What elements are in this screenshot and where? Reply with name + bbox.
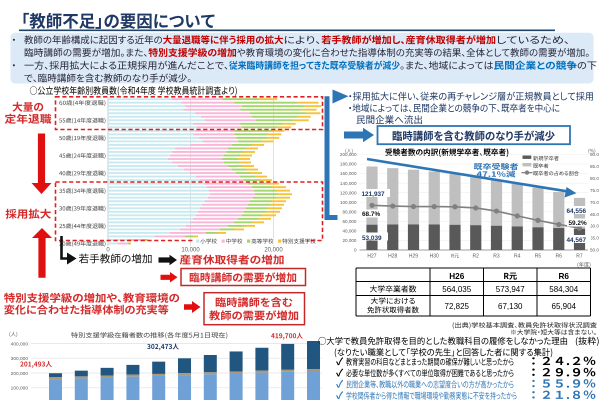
- svg-text:44,567: 44,567: [567, 237, 587, 244]
- svg-text:R5: R5: [535, 254, 542, 260]
- svg-text:584,304: 584,304: [549, 285, 578, 294]
- svg-text:120,000: 120,000: [340, 190, 357, 195]
- svg-text:564,035: 564,035: [442, 285, 471, 294]
- svg-text:60.0: 60.0: [590, 224, 599, 229]
- svg-text:H27: H27: [367, 254, 376, 260]
- svg-text:67,130: 67,130: [498, 302, 523, 311]
- svg-text:H29: H29: [409, 254, 418, 260]
- svg-text:573,947: 573,947: [496, 285, 525, 294]
- svg-text:20,000: 20,000: [264, 248, 283, 254]
- svg-text:200,000: 200,000: [340, 152, 357, 157]
- svg-text:R6: R6: [559, 272, 570, 281]
- svg-text:90.0: 90.0: [590, 152, 599, 157]
- svg-text:0: 0: [106, 248, 110, 254]
- svg-text:80.0: 80.0: [590, 176, 599, 181]
- svg-text:60,000: 60,000: [342, 219, 356, 224]
- svg-text:180,000: 180,000: [340, 162, 357, 167]
- svg-text:40,000: 40,000: [342, 229, 356, 234]
- svg-text:85.0: 85.0: [590, 164, 599, 169]
- svg-text:72,825: 72,825: [445, 302, 470, 311]
- svg-text:200,000: 200,000: [11, 371, 29, 377]
- svg-text:R3: R3: [493, 254, 500, 260]
- svg-text:0: 0: [354, 248, 357, 253]
- svg-text:64,556: 64,556: [567, 208, 587, 215]
- svg-text:80,000: 80,000: [342, 209, 356, 214]
- svg-text:20,000: 20,000: [342, 238, 356, 243]
- svg-text:10,000: 10,000: [181, 248, 200, 254]
- svg-text:400,000: 400,000: [11, 341, 29, 347]
- svg-text:R2: R2: [473, 254, 480, 260]
- svg-text:R4: R4: [514, 254, 521, 260]
- svg-text:50.0: 50.0: [590, 248, 599, 253]
- svg-text:75.0: 75.0: [590, 188, 599, 193]
- svg-text:65.0: 65.0: [590, 212, 599, 217]
- svg-text:65,904: 65,904: [552, 302, 577, 311]
- svg-text:59.2%: 59.2%: [569, 220, 587, 227]
- svg-text:160,000: 160,000: [340, 171, 357, 176]
- svg-text:55.0: 55.0: [590, 236, 599, 241]
- svg-text:121,937: 121,937: [362, 191, 386, 198]
- svg-text:53,039: 53,039: [362, 235, 382, 242]
- svg-text:H30: H30: [430, 254, 439, 260]
- svg-text:H26: H26: [449, 272, 464, 281]
- svg-text:140,000: 140,000: [340, 181, 357, 186]
- svg-text:300,000: 300,000: [11, 356, 29, 362]
- svg-text:H28: H28: [388, 254, 397, 260]
- svg-text:70.0: 70.0: [590, 200, 599, 205]
- svg-text:68.7%: 68.7%: [362, 211, 380, 218]
- svg-text:100,000: 100,000: [340, 200, 357, 205]
- svg-text:100,000: 100,000: [11, 386, 29, 392]
- svg-text:R7: R7: [576, 254, 583, 260]
- svg-text:R6: R6: [556, 254, 563, 260]
